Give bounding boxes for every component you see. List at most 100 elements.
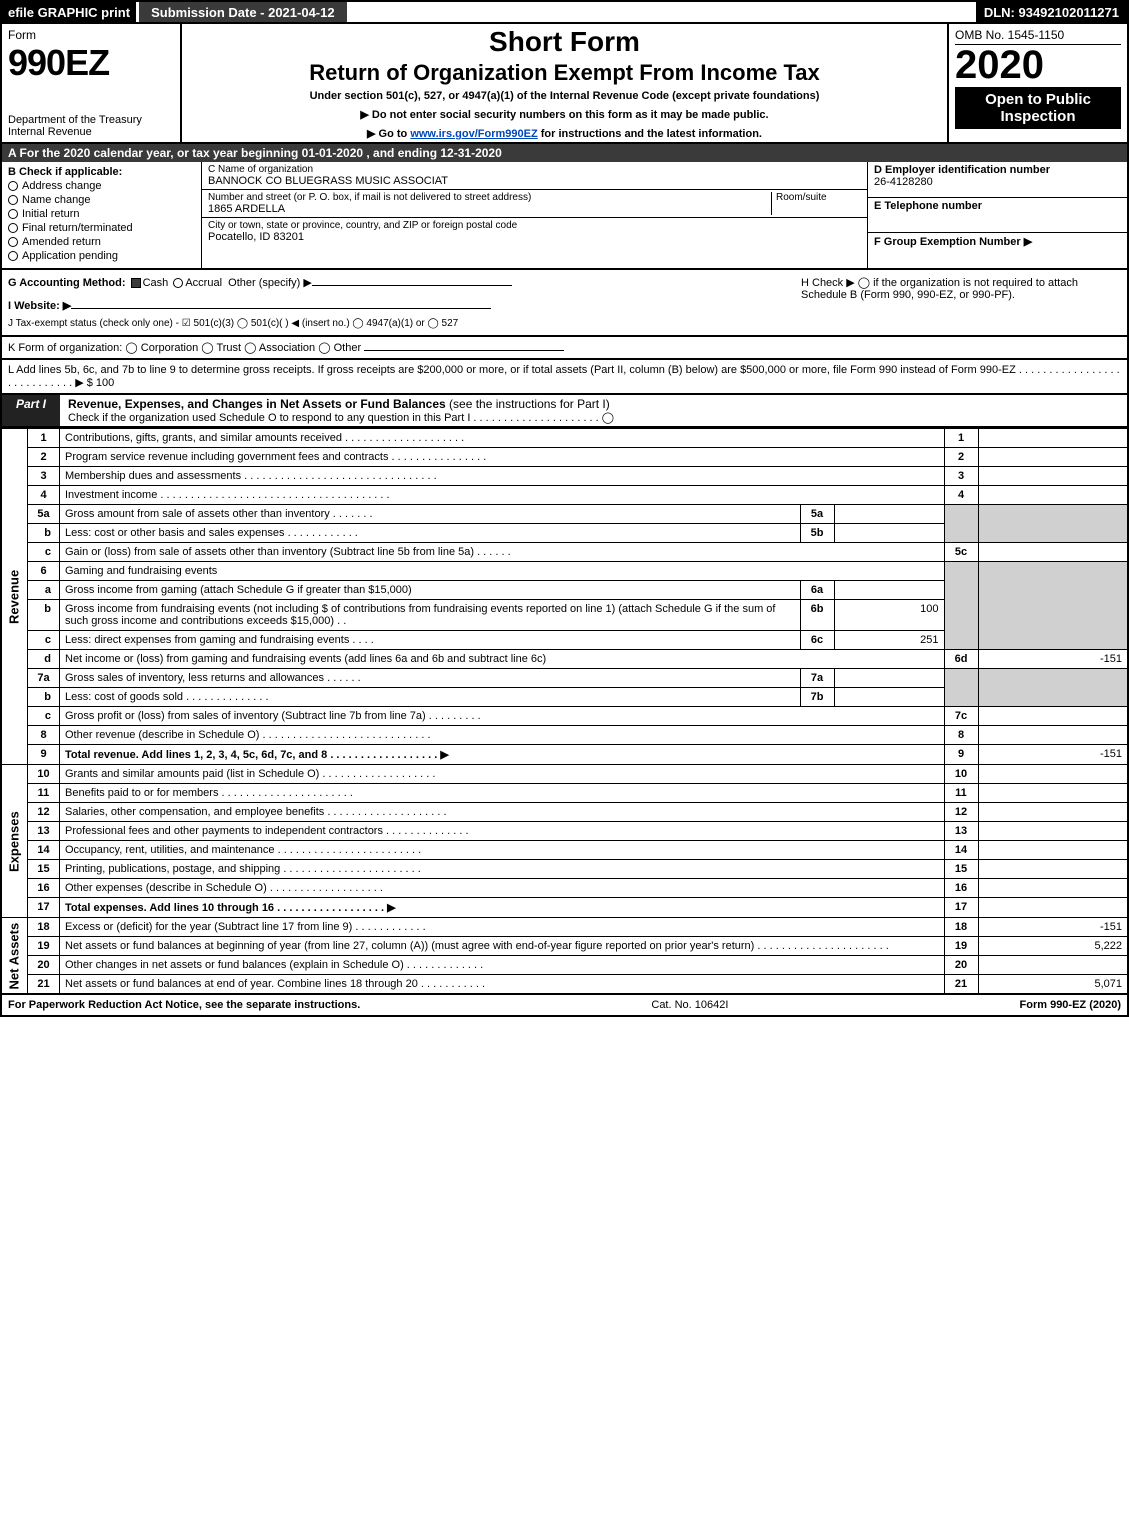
table-row: Expenses 10 Grants and similar amounts p… xyxy=(1,765,1128,784)
expenses-vlabel: Expenses xyxy=(1,765,28,918)
line-num: 16 xyxy=(28,879,60,898)
checkbox-icon xyxy=(8,251,18,261)
line-amt xyxy=(978,726,1128,745)
check-final[interactable]: Final return/terminated xyxy=(8,222,195,234)
e-label: E Telephone number xyxy=(874,200,1121,212)
g-other-input[interactable] xyxy=(312,285,512,286)
part1-title: Revenue, Expenses, and Changes in Net As… xyxy=(68,397,446,411)
inner-box: 5b xyxy=(800,524,834,543)
line-desc: Less: cost of goods sold . . . . . . . .… xyxy=(60,688,801,707)
check-name[interactable]: Name change xyxy=(8,194,195,206)
line-num: 4 xyxy=(28,486,60,505)
gray-box xyxy=(944,669,978,707)
check-pending[interactable]: Application pending xyxy=(8,250,195,262)
i-label: I Website: ▶ xyxy=(8,300,71,312)
line-amt xyxy=(978,803,1128,822)
line-desc: Less: cost or other basis and sales expe… xyxy=(60,524,801,543)
note-link: ▶ Go to www.irs.gov/Form990EZ for instru… xyxy=(188,127,941,140)
line-num: 12 xyxy=(28,803,60,822)
table-row: 6 Gaming and fundraising events xyxy=(1,562,1128,581)
check-col-b: B Check if applicable: Address change Na… xyxy=(2,162,202,268)
line-desc: Salaries, other compensation, and employ… xyxy=(60,803,945,822)
table-row: 5a Gross amount from sale of assets othe… xyxy=(1,505,1128,524)
website-input[interactable] xyxy=(71,308,491,309)
line-desc: Net assets or fund balances at end of ye… xyxy=(60,975,945,995)
line-box: 19 xyxy=(944,937,978,956)
header-left: Form 990EZ Department of the Treasury In… xyxy=(2,24,182,142)
row-a-taxyear: A For the 2020 calendar year, or tax yea… xyxy=(0,144,1129,162)
line-box: 6d xyxy=(944,650,978,669)
gray-amt xyxy=(978,505,1128,543)
checkbox-icon xyxy=(173,278,183,288)
table-row: 9 Total revenue. Add lines 1, 2, 3, 4, 5… xyxy=(1,745,1128,765)
table-row: 19Net assets or fund balances at beginni… xyxy=(1,937,1128,956)
line-box: 11 xyxy=(944,784,978,803)
tax-year: 2020 xyxy=(955,45,1121,85)
line-amt: 5,222 xyxy=(978,937,1128,956)
line-box: 12 xyxy=(944,803,978,822)
efile-button[interactable]: efile GRAPHIC print xyxy=(2,2,136,22)
line-box: 1 xyxy=(944,429,978,448)
org-name: BANNOCK CO BLUEGRASS MUSIC ASSOCIAT xyxy=(208,175,861,187)
g-accrual: Accrual xyxy=(185,277,222,289)
g-label: G Accounting Method: xyxy=(8,277,126,289)
line-desc: Total expenses. Add lines 10 through 16 … xyxy=(60,898,945,918)
r17-text: Total expenses. Add lines 10 through 16 … xyxy=(65,902,396,914)
k-other-input[interactable] xyxy=(364,350,564,351)
line-amt: -151 xyxy=(978,918,1128,937)
inner-box: 5a xyxy=(800,505,834,524)
line-desc: Gaming and fundraising events xyxy=(60,562,945,581)
line-num: 21 xyxy=(28,975,60,995)
inner-amt xyxy=(834,581,944,600)
check-addr[interactable]: Address change xyxy=(8,180,195,192)
table-row: Revenue 1 Contributions, gifts, grants, … xyxy=(1,429,1128,448)
form-header: Form 990EZ Department of the Treasury In… xyxy=(0,24,1129,144)
line-num: d xyxy=(28,650,60,669)
line-amt xyxy=(978,898,1128,918)
line-amt xyxy=(978,860,1128,879)
line-box: 14 xyxy=(944,841,978,860)
submission-date-button[interactable]: Submission Date - 2021-04-12 xyxy=(136,2,350,22)
line-amt xyxy=(978,486,1128,505)
line-amt: -151 xyxy=(978,745,1128,765)
line-num: 20 xyxy=(28,956,60,975)
group-cell: F Group Exemption Number ▶ xyxy=(868,233,1127,268)
table-row: c Gain or (loss) from sale of assets oth… xyxy=(1,543,1128,562)
gray-amt xyxy=(978,669,1128,707)
inner-box: 6c xyxy=(800,631,834,650)
line-num: 18 xyxy=(28,918,60,937)
line-num: 8 xyxy=(28,726,60,745)
line-box: 20 xyxy=(944,956,978,975)
line-box: 5c xyxy=(944,543,978,562)
line-num: a xyxy=(28,581,60,600)
check-hdr: B Check if applicable: xyxy=(8,166,195,178)
line-amt xyxy=(978,765,1128,784)
inner-box: 7b xyxy=(800,688,834,707)
table-row: 4 Investment income . . . . . . . . . . … xyxy=(1,486,1128,505)
open-inspection: Open to Public Inspection xyxy=(955,87,1121,129)
irs-link[interactable]: www.irs.gov/Form990EZ xyxy=(410,128,537,140)
street-val: 1865 ARDELLA xyxy=(208,203,771,215)
netassets-vlabel: Net Assets xyxy=(1,918,28,995)
line-desc: Other expenses (describe in Schedule O) … xyxy=(60,879,945,898)
room-label: Room/suite xyxy=(776,192,861,203)
part1-note: (see the instructions for Part I) xyxy=(449,397,610,411)
line-num: c xyxy=(28,543,60,562)
check-initial[interactable]: Initial return xyxy=(8,208,195,220)
line-num: b xyxy=(28,524,60,543)
table-row: 13Professional fees and other payments t… xyxy=(1,822,1128,841)
table-row: 21Net assets or fund balances at end of … xyxy=(1,975,1128,995)
line-box: 10 xyxy=(944,765,978,784)
check-amended[interactable]: Amended return xyxy=(8,236,195,248)
inner-amt xyxy=(834,505,944,524)
d-label: D Employer identification number xyxy=(874,164,1121,176)
table-row: 15Printing, publications, postage, and s… xyxy=(1,860,1128,879)
part1-tag: Part I xyxy=(2,395,60,426)
header-right: OMB No. 1545-1150 2020 Open to Public In… xyxy=(947,24,1127,142)
section-g-j: G Accounting Method: Cash Accrual Other … xyxy=(0,270,1129,337)
line-box: 21 xyxy=(944,975,978,995)
line-desc: Gain or (loss) from sale of assets other… xyxy=(60,543,945,562)
line-desc: Gross amount from sale of assets other t… xyxy=(60,505,801,524)
line-num: 11 xyxy=(28,784,60,803)
info-grid: B Check if applicable: Address change Na… xyxy=(0,162,1129,270)
